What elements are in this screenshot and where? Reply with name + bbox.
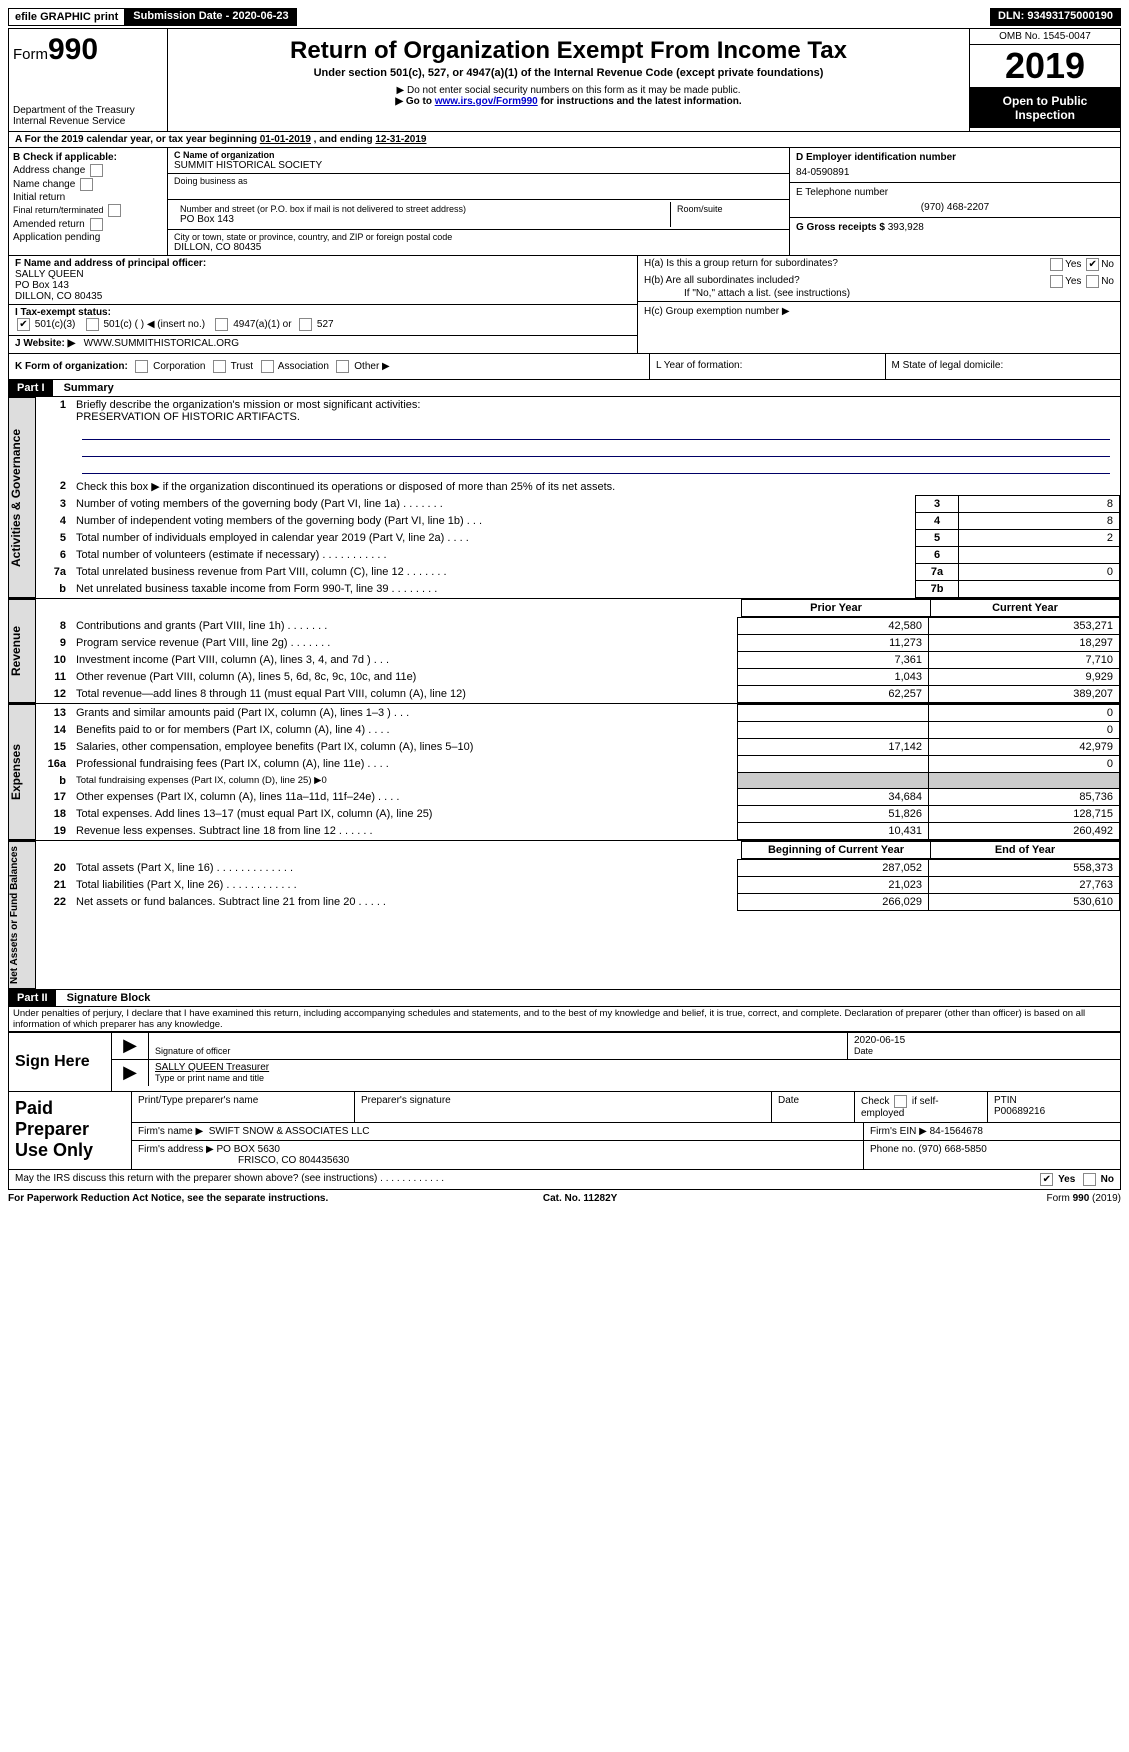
dln: DLN: 93493175000190 xyxy=(990,8,1121,26)
checkbox[interactable] xyxy=(80,178,93,191)
row-klm: K Form of organization: Corporation Trus… xyxy=(8,354,1121,380)
sign-here: Sign Here ▶ Signature of officer 2020-06… xyxy=(8,1031,1121,1092)
header-left: Form990 Department of the Treasury Inter… xyxy=(9,29,168,131)
row-fh: F Name and address of principal officer:… xyxy=(8,256,1121,354)
checkbox[interactable]: ✔ xyxy=(17,318,30,331)
paid-preparer: Paid Preparer Use Only Print/Type prepar… xyxy=(8,1092,1121,1170)
part2-header: Part II Signature Block xyxy=(8,990,1121,1007)
checkbox[interactable] xyxy=(90,164,103,177)
checkbox[interactable] xyxy=(135,360,148,373)
col-b: B Check if applicable: Address change Na… xyxy=(9,148,168,255)
discuss-row: May the IRS discuss this return with the… xyxy=(8,1170,1121,1190)
efile-label: efile GRAPHIC print xyxy=(8,8,125,26)
footer: For Paperwork Reduction Act Notice, see … xyxy=(8,1190,1121,1207)
header-right: OMB No. 1545-0047 2019 Open to Public In… xyxy=(969,29,1120,131)
submission-date: Submission Date - 2020-06-23 xyxy=(125,8,296,26)
section-bcd: B Check if applicable: Address change Na… xyxy=(8,148,1121,256)
checkbox[interactable] xyxy=(894,1095,907,1108)
arrow-icon: ▶ xyxy=(112,1033,149,1059)
checkbox[interactable] xyxy=(299,318,312,331)
col-c: C Name of organization SUMMIT HISTORICAL… xyxy=(168,148,789,255)
checkbox[interactable] xyxy=(90,218,103,231)
form-header: Form990 Department of the Treasury Inter… xyxy=(8,28,1121,132)
checkbox[interactable] xyxy=(261,360,274,373)
part1-header: Part I Summary xyxy=(8,380,1121,397)
arrow-icon: ▶ xyxy=(112,1060,149,1086)
irs-link[interactable]: www.irs.gov/Form990 xyxy=(435,96,538,107)
checkbox[interactable]: ✔ xyxy=(1086,258,1099,271)
checkbox[interactable] xyxy=(108,204,121,217)
perjury-text: Under penalties of perjury, I declare th… xyxy=(8,1007,1121,1031)
row-a: A For the 2019 calendar year, or tax yea… xyxy=(8,132,1121,148)
checkbox[interactable]: ✔ xyxy=(1040,1173,1053,1186)
checkbox[interactable] xyxy=(1086,275,1099,288)
header-title: Return of Organization Exempt From Incom… xyxy=(168,29,969,131)
checkbox[interactable] xyxy=(213,360,226,373)
revenue: Revenue Prior YearCurrent Year 8Contribu… xyxy=(8,599,1121,704)
checkbox[interactable] xyxy=(336,360,349,373)
activities-governance: Activities & Governance 1 Briefly descri… xyxy=(8,397,1121,599)
checkbox[interactable] xyxy=(215,318,228,331)
checkbox[interactable] xyxy=(1083,1173,1096,1186)
checkbox[interactable] xyxy=(1050,258,1063,271)
top-bar: efile GRAPHIC print Submission Date - 20… xyxy=(8,8,1121,26)
net-assets: Net Assets or Fund Balances Beginning of… xyxy=(8,841,1121,990)
expenses: Expenses 13Grants and similar amounts pa… xyxy=(8,704,1121,841)
checkbox[interactable] xyxy=(1050,275,1063,288)
col-d: D Employer identification number 84-0590… xyxy=(789,148,1120,255)
checkbox[interactable] xyxy=(86,318,99,331)
